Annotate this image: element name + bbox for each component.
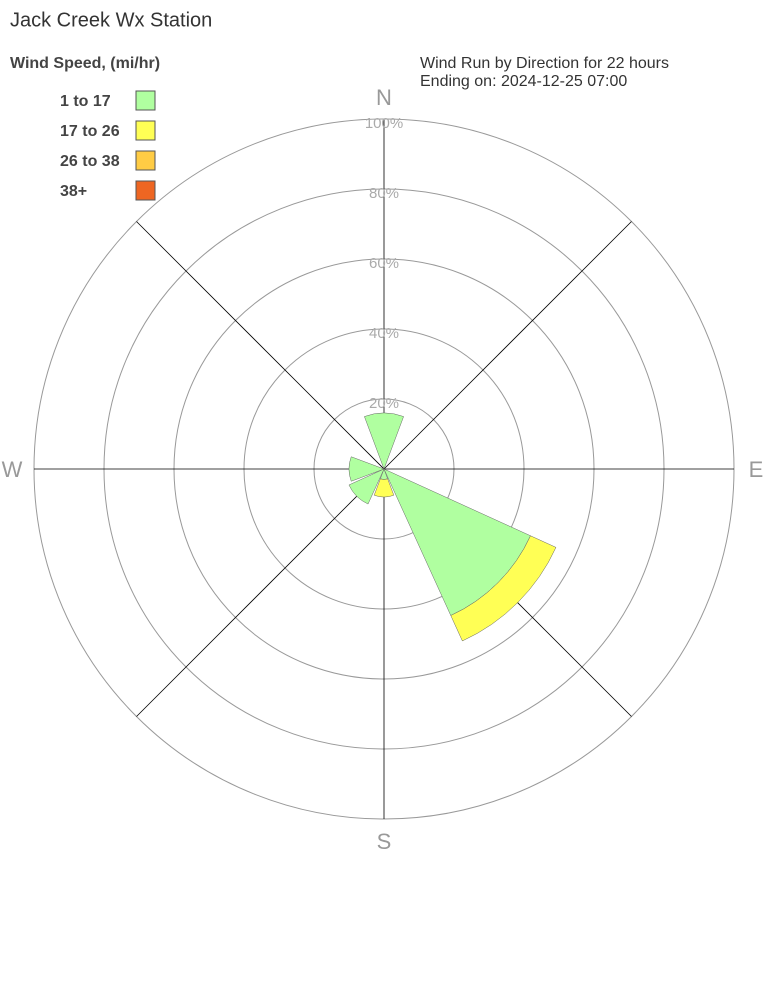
direction-label: E <box>749 457 764 482</box>
wedge <box>348 468 385 505</box>
wedge <box>450 535 557 642</box>
r-tick-label: 40% <box>369 325 399 342</box>
r-tick-label: 60% <box>369 255 399 272</box>
legend-label: 1 to 17 <box>60 93 111 110</box>
wedge <box>348 456 385 482</box>
legend-label: 38+ <box>60 183 87 200</box>
chart-title: Jack Creek Wx Station <box>10 9 212 31</box>
legend-swatch <box>135 150 156 171</box>
r-tick-label: 20% <box>369 395 399 412</box>
legend-label: 17 to 26 <box>60 123 120 140</box>
direction-label: W <box>2 457 23 482</box>
legend-swatch <box>135 90 156 111</box>
direction-label: N <box>376 85 392 110</box>
spoke <box>136 221 385 470</box>
legend-swatch <box>135 120 156 141</box>
wedge <box>373 478 395 498</box>
r-tick-label: 100% <box>365 115 403 132</box>
legend-label: 26 to 38 <box>60 153 120 170</box>
direction-label: S <box>377 829 392 854</box>
spoke <box>383 221 632 470</box>
wedge <box>364 412 404 470</box>
r-tick-label: 80% <box>369 185 399 202</box>
legend-swatch <box>135 180 156 201</box>
subtitle: Ending on: 2024-12-25 07:00 <box>420 73 627 90</box>
legend-title: Wind Speed, (mi/hr) <box>10 55 160 72</box>
subtitle: Wind Run by Direction for 22 hours <box>420 55 669 72</box>
spoke <box>136 468 385 717</box>
